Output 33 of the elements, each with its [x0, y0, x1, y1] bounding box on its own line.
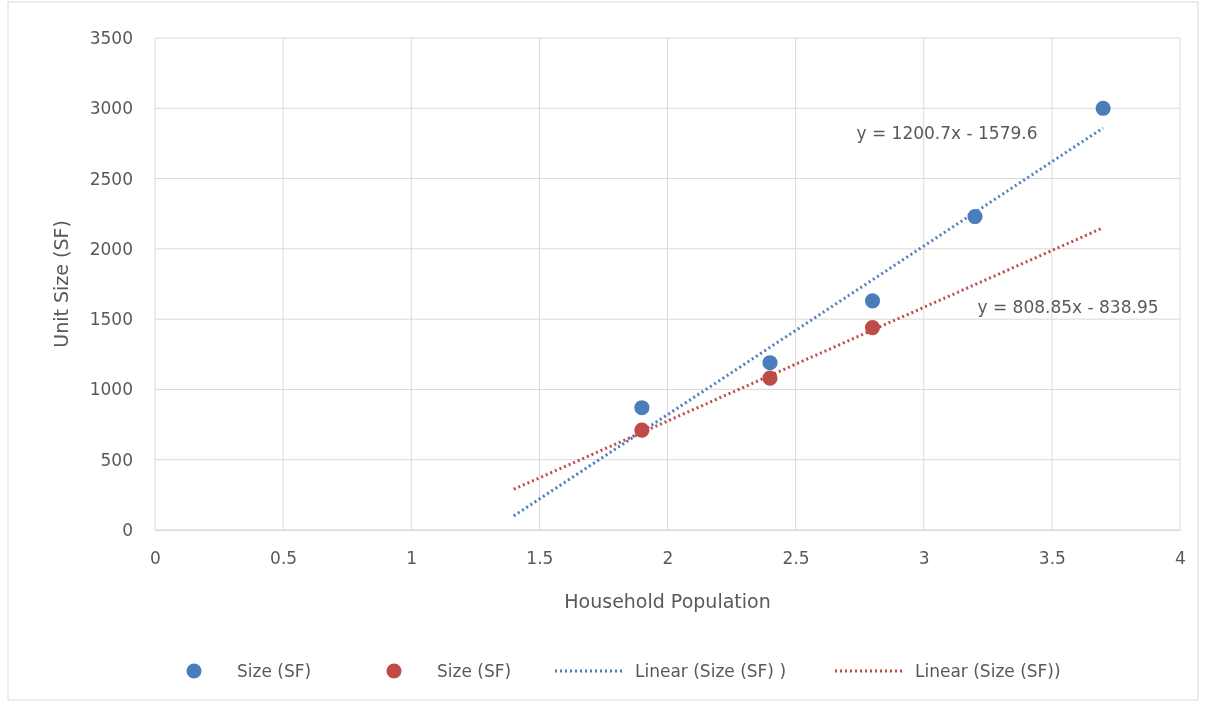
- y-tick-label: 3000: [89, 98, 133, 119]
- point: [967, 208, 983, 225]
- x-tick-label: 1.5: [526, 548, 554, 569]
- legend-label: Size (SF): [437, 660, 512, 681]
- point: [762, 370, 778, 386]
- point: [634, 422, 650, 438]
- y-tick-label: 2000: [89, 238, 133, 259]
- point: [864, 293, 881, 309]
- legend-label: Linear (Size (SF)): [915, 660, 1061, 681]
- x-tick-label: 3.5: [1038, 548, 1066, 569]
- y-tick-label: 0: [122, 519, 133, 540]
- x-tick-label: 2: [662, 548, 674, 569]
- legend-label: Size (SF): [237, 660, 312, 681]
- x-tick-label: 3: [918, 548, 930, 569]
- point: [762, 355, 778, 371]
- x-tick-label: 4: [1175, 548, 1186, 569]
- point: [864, 320, 881, 336]
- x-tick-label: 1: [406, 548, 418, 569]
- y-tick-label: 2500: [89, 168, 133, 189]
- y-tick-label: 1500: [89, 309, 133, 330]
- annotation: y = 1200.7x - 1579.6: [856, 122, 1038, 143]
- x-axis-title: Household Population: [564, 590, 771, 612]
- y-tick-label: 1000: [89, 379, 133, 400]
- y-axis-title: Unit Size (SF): [50, 220, 72, 348]
- x-tick-label: 2.5: [782, 548, 810, 569]
- point: [1095, 100, 1111, 116]
- point: [634, 400, 650, 416]
- x-tick-label: 0.5: [270, 548, 298, 569]
- legend-label: Linear (Size (SF) ): [635, 660, 787, 681]
- annotation: y = 808.85x - 838.95: [977, 296, 1159, 317]
- x-tick-label: 0: [150, 548, 161, 569]
- y-tick-label: 3500: [89, 27, 133, 48]
- y-tick-label: 500: [100, 449, 133, 470]
